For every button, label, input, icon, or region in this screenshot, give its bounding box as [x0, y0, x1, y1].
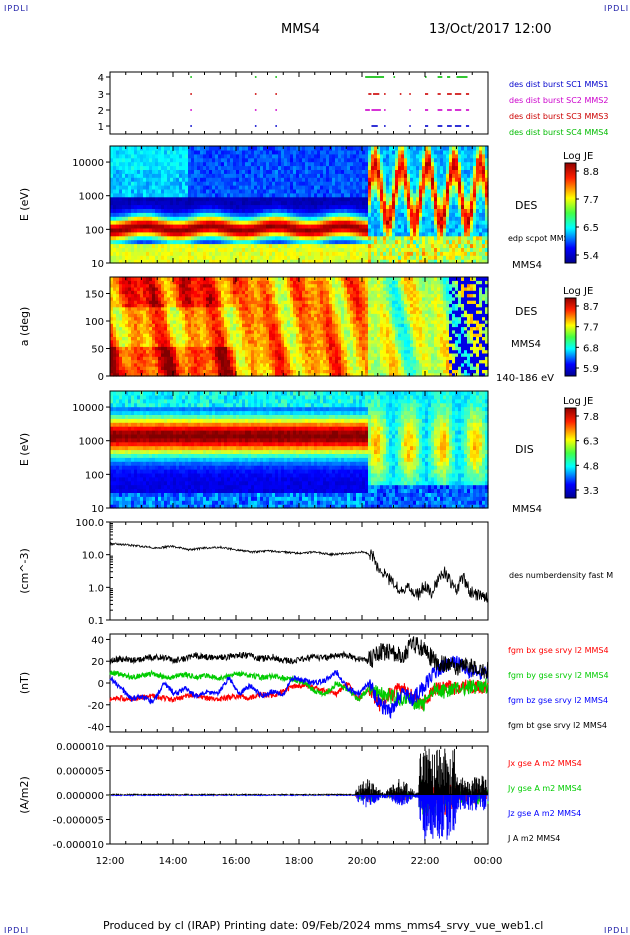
burst-interval	[275, 109, 277, 111]
burst-interval	[365, 76, 384, 78]
des-energy-colorbar	[565, 163, 576, 263]
burst-axis-tick-label: 4	[98, 73, 104, 84]
des-energy-axis-label: MMS4	[512, 260, 542, 271]
burst-interval	[190, 76, 192, 78]
burst-interval	[447, 109, 452, 111]
burst-interval	[447, 76, 450, 78]
burst-interval	[275, 93, 277, 95]
burst-interval	[425, 125, 428, 127]
des-energy-colorbar-label: 7.7	[583, 195, 599, 206]
burst-interval	[455, 109, 461, 111]
burst-interval	[466, 93, 469, 95]
burst-interval	[438, 76, 443, 78]
burst-interval	[466, 125, 469, 127]
des-energy-label: DES	[515, 199, 537, 212]
burst-interval	[466, 109, 469, 111]
burst-interval	[368, 93, 371, 95]
des-energy-colorbar-label: 6.5	[583, 223, 599, 234]
burst-interval	[400, 93, 402, 95]
des-energy-sublabel: edp scpot MMS4	[508, 234, 574, 243]
burst-interval	[409, 109, 411, 111]
des-pitch-heatmap	[110, 277, 489, 377]
burst-interval	[425, 93, 428, 95]
burst-interval	[384, 125, 386, 127]
des-energy-axis-tick-label: 1000	[79, 192, 104, 203]
burst-interval	[255, 76, 257, 78]
burst-interval	[384, 93, 386, 95]
burst-interval	[275, 125, 277, 127]
burst-interval	[447, 125, 452, 127]
burst-interval	[190, 109, 192, 111]
burst-interval	[255, 93, 257, 95]
burst-interval	[394, 76, 396, 78]
burst-interval	[255, 125, 257, 127]
burst-axis-tick-label: 3	[98, 90, 104, 101]
burst-interval	[438, 109, 443, 111]
burst-interval	[438, 93, 441, 95]
burst-interval	[447, 93, 452, 95]
burst-interval	[190, 93, 192, 95]
burst-legend-item: des dist burst SC3 MMS3	[509, 112, 608, 121]
burst-interval	[373, 93, 379, 95]
burst-legend-item: des dist burst SC2 MMS2	[509, 96, 608, 105]
burst-axis-tick-label: 2	[98, 106, 104, 117]
burst-interval	[438, 125, 443, 127]
des-energy-axis-tick-label: 10	[91, 259, 104, 270]
burst-interval	[455, 93, 461, 95]
burst-interval	[275, 76, 277, 78]
burst-interval	[409, 125, 411, 127]
burst-legend-item: des dist burst SC4 MMS4	[509, 128, 608, 137]
burst-interval	[190, 125, 192, 127]
burst-interval	[457, 76, 468, 78]
burst-interval	[371, 125, 377, 127]
des-energy-colorbar-label: 5.4	[583, 251, 599, 262]
burst-interval	[425, 109, 428, 111]
des-energy-colorbar-label: 8.8	[583, 167, 599, 178]
burst-interval	[409, 93, 411, 95]
des-energy-axis-tick-label: 10000	[72, 158, 104, 169]
burst-interval	[365, 109, 370, 111]
des-energy-axis-tick-label: 100	[85, 225, 104, 236]
burst-panel-frame	[110, 72, 488, 134]
des-energy-ylabel: E (eV)	[18, 188, 31, 221]
burst-interval	[384, 109, 386, 111]
burst-legend-item: des dist burst SC1 MMS1	[509, 80, 608, 89]
burst-axis-tick-label: 1	[98, 122, 104, 133]
burst-interval	[371, 109, 380, 111]
burst-interval	[455, 125, 461, 127]
des-energy-heatmap	[110, 146, 489, 264]
des-energy-colorbar-title: Log JE	[563, 151, 593, 162]
burst-interval	[255, 109, 257, 111]
